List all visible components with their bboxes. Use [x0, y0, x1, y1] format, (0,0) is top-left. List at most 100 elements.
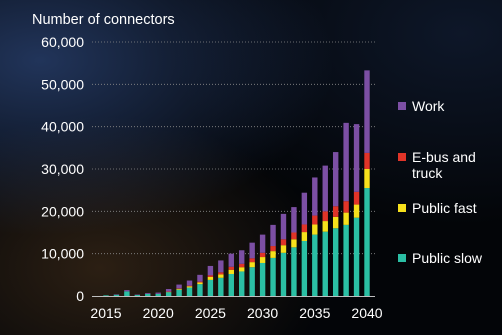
legend-swatch: [398, 102, 406, 110]
bar-segment: [353, 217, 360, 296]
bar-segment: [186, 285, 193, 287]
bar-segment: [364, 70, 370, 153]
y-tick-label: 10,000: [41, 246, 84, 262]
bar-segment: [343, 201, 349, 213]
bar-segment: [280, 213, 287, 240]
bar-segment: [176, 288, 182, 290]
bar-segment: [343, 224, 349, 296]
legend-swatch: [398, 254, 406, 262]
y-tick-label: 20,000: [41, 203, 84, 219]
bar-segment: [218, 272, 224, 275]
bar-segment: [165, 289, 172, 292]
bar-segment: [186, 287, 193, 296]
bar-segment: [332, 228, 339, 296]
bar-segment: [322, 165, 328, 212]
legend-swatch: [398, 153, 406, 161]
bar-segment: [103, 295, 109, 296]
bar-segment: [155, 292, 161, 294]
bar-segment: [228, 266, 234, 270]
bar-segment: [239, 271, 245, 296]
bar-segment: [343, 212, 349, 225]
bar-segment: [145, 293, 151, 294]
bar-segment: [270, 251, 276, 258]
x-tick-label: 2040: [351, 305, 382, 321]
bar-segment: [322, 221, 328, 232]
y-tick-label: 30,000: [41, 161, 84, 177]
bar-segment: [291, 207, 297, 233]
bar-segment: [259, 252, 266, 258]
bar-segment: [197, 281, 203, 283]
bar-segment: [197, 274, 203, 282]
bar-segment: [249, 258, 255, 263]
legend-label: E-bus and truck: [412, 149, 476, 181]
bar-segment: [165, 292, 172, 296]
x-tick-label: 2020: [143, 305, 174, 321]
bar-segment: [197, 284, 203, 296]
x-tick-label: 2030: [247, 305, 278, 321]
bar-segment: [364, 169, 370, 189]
bar-segment: [322, 211, 328, 222]
legend-swatch: [398, 204, 406, 212]
bar-segment: [259, 262, 266, 296]
gridlines: [92, 41, 375, 255]
bar-segment: [239, 250, 245, 264]
bar-segment: [353, 204, 360, 218]
bar-segment: [218, 260, 224, 273]
bar-segment: [239, 263, 245, 268]
bar-segment: [364, 152, 370, 169]
bar-segment: [364, 188, 370, 296]
bar-segment: [291, 247, 297, 296]
bar-segment: [259, 257, 266, 263]
bar-segment: [186, 286, 193, 288]
bar-segment: [353, 124, 360, 192]
bar-segment: [312, 215, 318, 225]
bar-segment: [228, 253, 234, 267]
bar-segment: [124, 290, 130, 292]
y-tick-label: 40,000: [41, 119, 84, 135]
bar-segment: [270, 257, 276, 296]
bar-segment: [322, 231, 328, 296]
y-tick-label: 50,000: [41, 76, 84, 92]
bar-segment: [186, 280, 193, 286]
bar-segment: [280, 252, 287, 296]
bar-segment: [197, 282, 203, 285]
bar-segment: [218, 277, 224, 296]
bar-segment: [124, 291, 130, 296]
bar-segment: [353, 191, 360, 205]
bar-segment: [249, 267, 255, 296]
x-tick-label: 2015: [90, 305, 121, 321]
bar-segment: [249, 242, 255, 259]
bar-segment: [176, 284, 182, 289]
legend-label: Public fast: [412, 200, 477, 216]
bar-segment: [301, 240, 308, 296]
legend-label: Public slow: [412, 250, 483, 266]
bar-segment: [207, 265, 214, 276]
bar-segment: [332, 216, 339, 229]
bar-segment: [228, 269, 234, 274]
bar-segment: [291, 232, 297, 240]
bars: [103, 70, 370, 296]
bar-segment: [301, 232, 308, 241]
bar-segment: [134, 294, 141, 296]
bar-segment: [228, 273, 234, 296]
bar-segment: [312, 177, 318, 216]
bar-segment: [207, 275, 214, 277]
bar-segment: [155, 293, 161, 296]
bar-segment: [259, 234, 266, 253]
legend-label: Work: [412, 98, 445, 114]
bar-segment: [270, 224, 276, 247]
bar-segment: [270, 246, 276, 252]
legend: Work E-bus and truck Public fast Public slow: [398, 98, 483, 266]
bar-segment: [145, 293, 151, 296]
bar-segment: [312, 234, 318, 296]
bar-segment: [301, 192, 308, 225]
chart-title: Number of connectors: [32, 12, 175, 28]
y-tick-label: 60,000: [41, 34, 84, 50]
bar-segment: [312, 224, 318, 235]
bar-segment: [113, 294, 120, 296]
bar-segment: [301, 224, 308, 233]
bar-segment: [343, 122, 349, 202]
x-tick-label: 2025: [195, 305, 226, 321]
x-tick-label: 2035: [299, 305, 330, 321]
